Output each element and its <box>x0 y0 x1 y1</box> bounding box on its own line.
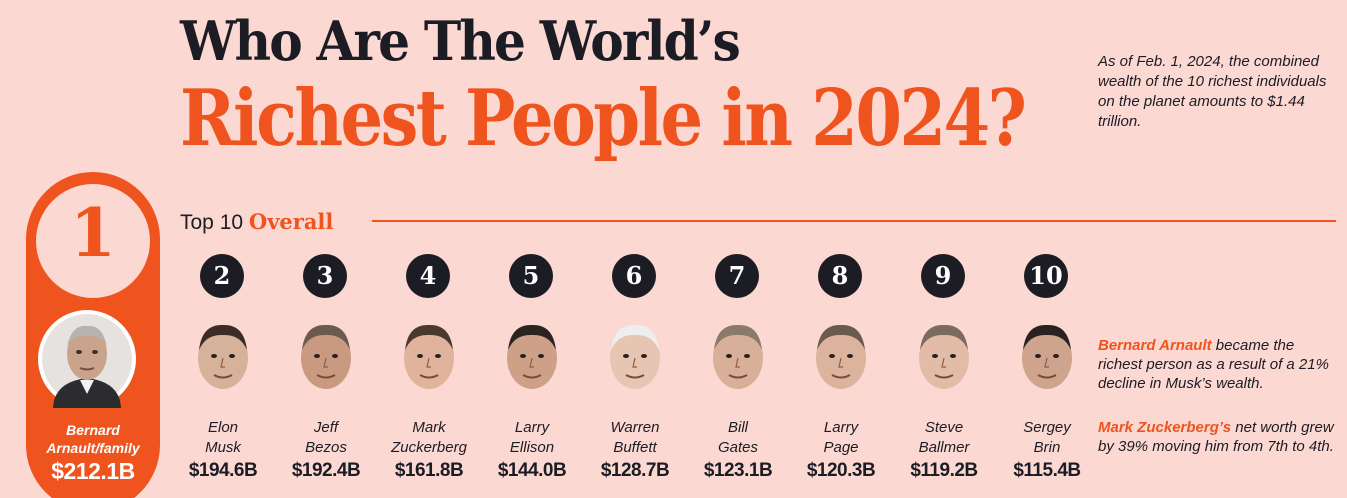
section-title-prefix: Top 10 <box>180 211 244 234</box>
person-net-worth: $144.0B <box>497 460 567 481</box>
rank-badge: 8 <box>818 254 862 298</box>
larry-ellison-face-icon <box>507 324 557 389</box>
rank-badge: 6 <box>612 254 656 298</box>
note-zuckerberg: Mark Zuckerberg’s net worth grew by 39% … <box>1098 418 1338 456</box>
rank-badge: 7 <box>715 254 759 298</box>
rank-badge: 9 <box>921 254 965 298</box>
intro-text: As of Feb. 1, 2024, the combined wealth … <box>1098 53 1327 130</box>
person-net-worth: $192.4B <box>291 460 361 481</box>
person-last-name: Bezos <box>305 439 347 456</box>
rank-1-name: Bernard Arnault/family <box>46 422 140 456</box>
title-line-2: Richest People in 2024? <box>180 73 1027 164</box>
jeff-bezos-face-icon <box>301 324 351 389</box>
person-name: Larry Ellison <box>471 418 593 458</box>
warren-buffett-face-icon <box>610 324 660 389</box>
note-arnault-text: became the richest person as a result of… <box>1098 337 1329 392</box>
rank-badge: 10 <box>1024 254 1068 298</box>
note-zuckerberg-text: net worth grew by 39% moving him from 7t… <box>1098 419 1334 455</box>
person-name: Mark Zuckerberg <box>368 418 490 458</box>
person-last-name: Page <box>823 439 859 456</box>
person-name: Sergey Brin <box>986 418 1108 458</box>
person-name: Elon Musk <box>162 418 284 458</box>
person-net-worth: $194.6B <box>188 460 258 481</box>
mark-zuckerberg-face-icon <box>404 324 454 389</box>
person-name: Jeff Bezos <box>265 418 387 458</box>
person-first-name: Elon <box>207 419 239 436</box>
rank-badge: 5 <box>509 254 553 298</box>
person-last-name: Musk <box>205 439 241 456</box>
person-name: Steve Ballmer <box>883 418 1005 458</box>
rank-1-net-worth: $212.1B <box>51 458 135 484</box>
person-last-name: Buffett <box>613 439 657 456</box>
person-net-worth: $115.4B <box>1013 460 1081 481</box>
elon-musk-face-icon <box>198 324 248 389</box>
person-first-name: Larry <box>514 419 550 436</box>
person-net-worth: $128.7B <box>600 460 670 481</box>
rank-badge: 3 <box>303 254 347 298</box>
bill-gates-face-icon <box>713 324 763 389</box>
person-first-name: Larry <box>823 419 859 436</box>
bernard-arnault-photo <box>38 310 136 408</box>
title-line-1: Who Are The World’s <box>180 9 741 73</box>
note-arnault-highlight: Bernard Arnault <box>1098 337 1212 354</box>
rank-badge: 2 <box>200 254 244 298</box>
note-zuckerberg-highlight: Mark Zuckerberg’s <box>1098 419 1232 436</box>
rank-1-badge: 1 <box>36 184 150 298</box>
bernard-arnault-face-icon <box>42 314 132 408</box>
person-first-name: Sergey <box>1023 419 1071 436</box>
steve-ballmer-face-icon <box>919 324 969 389</box>
person-first-name: Jeff <box>313 419 339 436</box>
sergey-brin-face-icon <box>1022 324 1072 389</box>
person-first-name: Mark <box>412 419 446 436</box>
person-last-name: Ballmer <box>918 439 970 456</box>
person-last-name: Zuckerberg <box>391 439 467 456</box>
person-net-worth: $123.1B <box>703 460 773 481</box>
person-name: Bill Gates <box>677 418 799 458</box>
person-last-name: Brin <box>1033 439 1061 456</box>
rank-badge: 4 <box>406 254 450 298</box>
person-net-worth: $119.2B <box>910 460 978 481</box>
person-name: Warren Buffett <box>574 418 696 458</box>
person-last-name: Ellison <box>509 439 555 456</box>
person-name: Larry Page <box>780 418 902 458</box>
section-title-highlight: Overall <box>248 209 334 234</box>
person-first-name: Warren <box>610 419 660 436</box>
person-net-worth: $161.8B <box>394 460 464 481</box>
section-title: Top 10 Overall <box>180 209 333 235</box>
note-arnault: Bernard Arnault became the richest perso… <box>1098 336 1338 393</box>
person-last-name: Gates <box>717 439 759 456</box>
larry-page-face-icon <box>816 324 866 389</box>
section-divider <box>372 220 1336 222</box>
rank-1-number: 1 <box>70 194 116 272</box>
person-first-name: Bill <box>727 419 748 436</box>
rank-1-card: 1 Bernard Arnault/family $212.1B <box>26 172 160 498</box>
person-net-worth: $120.3B <box>806 460 876 481</box>
person-first-name: Steve <box>924 419 964 436</box>
